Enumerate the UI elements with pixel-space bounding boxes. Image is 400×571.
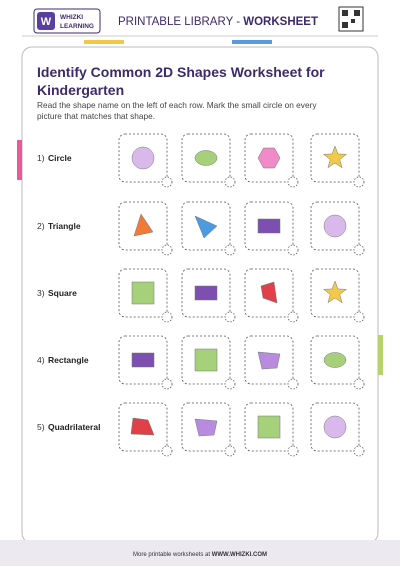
answer-circle[interactable] xyxy=(287,176,299,188)
answer-circle[interactable] xyxy=(353,378,365,390)
row-number: 1) xyxy=(37,153,45,163)
answer-circle[interactable] xyxy=(161,378,173,390)
shape xyxy=(322,280,348,304)
row-label: Rectangle xyxy=(48,355,89,365)
row-label: Quadrilateral xyxy=(48,422,100,432)
logo-icon xyxy=(37,12,55,30)
answer-circle[interactable] xyxy=(287,445,299,457)
qr-mark xyxy=(342,22,348,28)
shape xyxy=(194,285,218,301)
qr-mark xyxy=(342,10,348,16)
answer-circle[interactable] xyxy=(224,378,236,390)
instruction-line: Read the shape name on the left of each … xyxy=(37,100,317,110)
library-label: PRINTABLE LIBRARY - xyxy=(118,16,243,28)
title-line: Identify Common 2D Shapes Worksheet for xyxy=(37,64,325,80)
answer-circle[interactable] xyxy=(161,176,173,188)
row-label: Square xyxy=(48,288,77,298)
shape xyxy=(130,417,155,436)
row-label: Circle xyxy=(48,153,72,163)
shape xyxy=(257,147,281,169)
footer-link[interactable]: WWW.WHIZKI.COM xyxy=(212,552,267,558)
shape xyxy=(322,145,348,169)
shape xyxy=(323,352,347,368)
shape xyxy=(257,218,281,234)
deco-stripe xyxy=(232,40,272,44)
answer-circle[interactable] xyxy=(224,445,236,457)
shape xyxy=(131,352,155,368)
shape xyxy=(194,150,218,166)
deco-side xyxy=(378,335,383,375)
answer-circle[interactable] xyxy=(353,176,365,188)
instruction-line: picture that matches that shape. xyxy=(37,111,155,121)
shape xyxy=(133,213,154,237)
shape xyxy=(323,214,347,238)
logo-letter: W xyxy=(41,16,52,28)
deco-stripe xyxy=(84,40,124,44)
answer-circle[interactable] xyxy=(161,445,173,457)
answer-circle[interactable] xyxy=(161,244,173,256)
shape xyxy=(257,415,281,439)
title-line: Kindergarten xyxy=(37,82,124,98)
shape xyxy=(194,215,218,239)
row-number: 4) xyxy=(37,355,45,365)
qr-mark xyxy=(354,10,360,16)
brand-bottom: LEARNING xyxy=(60,23,94,30)
answer-circle[interactable] xyxy=(161,311,173,323)
footer-band xyxy=(0,540,400,566)
qr-mark xyxy=(351,19,355,23)
shape xyxy=(194,348,218,372)
shape xyxy=(194,418,218,437)
footer: More printable worksheets at WWW.WHIZKI.… xyxy=(133,552,267,558)
answer-circle[interactable] xyxy=(353,445,365,457)
shape xyxy=(131,146,155,170)
answer-circle[interactable] xyxy=(287,244,299,256)
answer-circle[interactable] xyxy=(224,176,236,188)
brand-top: WHIZKI xyxy=(60,14,83,21)
row-number: 5) xyxy=(37,422,45,432)
shape xyxy=(131,281,155,305)
answer-circle[interactable] xyxy=(353,244,365,256)
row-number: 3) xyxy=(37,288,45,298)
deco-side xyxy=(17,140,22,180)
row-number: 2) xyxy=(37,221,45,231)
answer-circle[interactable] xyxy=(287,311,299,323)
row-label: Triangle xyxy=(48,221,81,231)
answer-circle[interactable] xyxy=(353,311,365,323)
section-label: WORKSHEET xyxy=(243,16,318,28)
shape xyxy=(257,351,281,370)
answer-circle[interactable] xyxy=(224,311,236,323)
answer-circle[interactable] xyxy=(287,378,299,390)
shape xyxy=(323,415,347,439)
footer-text: More printable worksheets at xyxy=(133,552,212,558)
header-title: PRINTABLE LIBRARY - WORKSHEET xyxy=(118,16,318,28)
answer-circle[interactable] xyxy=(224,244,236,256)
shape xyxy=(260,281,278,304)
